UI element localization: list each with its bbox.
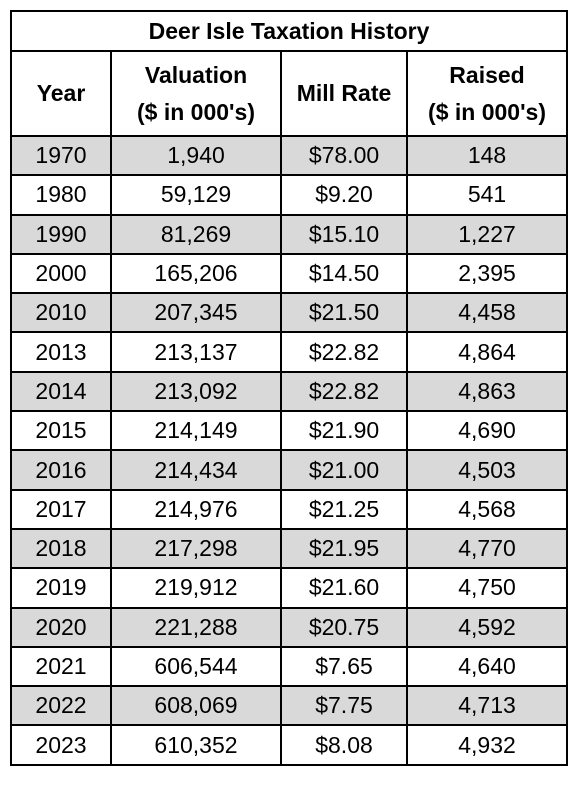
cell-mill-rate: $20.75 [280,606,408,648]
table-row: 2019 219,912 $21.60 4,750 [10,567,569,609]
cell-mill-rate: $78.00 [280,134,408,177]
cell-year: 2023 [10,724,112,766]
table-row: 2016 214,434 $21.00 4,503 [10,449,569,491]
cell-raised: 4,592 [405,606,569,648]
cell-mill-rate: $15.10 [280,213,408,255]
cell-mill-rate: $21.90 [280,410,408,452]
cell-raised: 4,713 [405,685,569,727]
cell-mill-rate: $22.82 [280,331,408,373]
cell-valuation: 214,976 [110,488,282,530]
cell-mill-rate: $21.95 [280,527,408,570]
cell-year: 2021 [10,645,112,688]
header-raised-label: Raised [449,61,525,88]
cell-valuation: 213,137 [110,331,282,373]
cell-valuation: 219,912 [110,567,282,609]
title-row: Deer Isle Taxation History [9,10,569,52]
cell-year: 2015 [10,410,112,452]
cell-valuation: 606,544 [110,645,282,688]
cell-mill-rate: $21.00 [280,449,408,491]
cell-valuation: 221,288 [110,606,282,648]
cell-mill-rate: $14.50 [280,252,408,295]
cell-year: 2022 [10,685,112,727]
cell-year: 1970 [10,134,112,177]
cell-valuation: 608,069 [110,685,282,727]
table-row: 1970 1,940 $78.00 148 [10,134,569,177]
header-raised-unit: ($ in 000's) [428,98,546,125]
table-title: Deer Isle Taxation History [9,10,569,52]
cell-raised: 4,750 [405,567,569,609]
cell-raised: 4,864 [405,331,569,373]
cell-raised: 4,932 [405,724,569,766]
cell-year: 2017 [10,488,112,530]
cell-year: 2018 [10,527,112,570]
cell-year: 2010 [10,292,112,334]
cell-valuation: 165,206 [110,252,282,295]
cell-year: 2019 [10,567,112,609]
header-mill-rate: Mill Rate [280,50,408,137]
table-row: 2020 221,288 $20.75 4,592 [10,606,569,648]
header-year-label: Year [36,80,86,106]
table-row: 2022 608,069 $7.75 4,713 [10,685,569,727]
cell-mill-rate: $22.82 [280,370,408,413]
table-row: 2018 217,298 $21.95 4,770 [10,527,569,570]
cell-year: 2014 [10,370,112,413]
cell-valuation: 214,434 [110,449,282,491]
table-body: 1970 1,940 $78.00 148 1980 59,129 $9.20 541 1990… [10,134,569,766]
cell-valuation: 1,940 [110,134,282,177]
cell-raised: 4,458 [405,292,569,334]
cell-raised: 1,227 [405,213,569,255]
header-valuation: Valuation ($ in 000's) [110,50,282,137]
cell-raised: 4,770 [405,527,569,570]
table-row: 1990 81,269 $15.10 1,227 [10,213,569,255]
cell-valuation: 207,345 [110,292,282,334]
header-raised: Raised ($ in 000's) [405,50,569,137]
cell-mill-rate: $21.60 [280,567,408,609]
cell-valuation: 81,269 [110,213,282,255]
cell-year: 2016 [10,449,112,491]
cell-valuation: 213,092 [110,370,282,413]
cell-valuation: 214,149 [110,410,282,452]
header-year: Year [10,50,112,137]
table-row: 1980 59,129 $9.20 541 [10,174,569,216]
cell-year: 2013 [10,331,112,373]
table-row: 2015 214,149 $21.90 4,690 [10,410,569,452]
table-row: 2021 606,544 $7.65 4,640 [10,645,569,688]
cell-mill-rate: $7.75 [280,685,408,727]
cell-year: 2020 [10,606,112,648]
cell-year: 2000 [10,252,112,295]
cell-year: 1980 [10,174,112,216]
table-row: 2017 214,976 $21.25 4,568 [10,488,569,530]
cell-raised: 4,690 [405,410,569,452]
cell-raised: 4,863 [405,370,569,413]
header-mill-rate-label: Mill Rate [296,80,392,106]
header-valuation-label: Valuation [144,61,248,88]
cell-valuation: 217,298 [110,527,282,570]
cell-year: 1990 [10,213,112,255]
taxation-table-container: Deer Isle Taxation History Year Valuatio… [9,10,569,782]
cell-mill-rate: $7.65 [280,645,408,688]
cell-valuation: 59,129 [110,174,282,216]
cell-mill-rate: $8.08 [280,724,408,766]
cell-mill-rate: $21.25 [280,488,408,530]
cell-mill-rate: $9.20 [280,174,408,216]
cell-raised: 2,395 [405,252,569,295]
taxation-history-table: Deer Isle Taxation History Year Valuatio… [9,10,569,766]
cell-raised: 4,640 [405,645,569,688]
cell-raised: 148 [405,134,569,177]
table-row: 2010 207,345 $21.50 4,458 [10,292,569,334]
table-row: 2023 610,352 $8.08 4,932 [10,724,569,766]
cell-valuation: 610,352 [110,724,282,766]
cell-raised: 4,503 [405,449,569,491]
cell-mill-rate: $21.50 [280,292,408,334]
cell-raised: 4,568 [405,488,569,530]
table-row: 2013 213,137 $22.82 4,864 [10,331,569,373]
table-row: 2000 165,206 $14.50 2,395 [10,252,569,295]
header-valuation-unit: ($ in 000's) [137,98,255,125]
header-row: Year Valuation ($ in 000's) Mill Rate Ra… [10,50,569,137]
table-row: 2014 213,092 $22.82 4,863 [10,370,569,413]
cell-raised: 541 [405,174,569,216]
